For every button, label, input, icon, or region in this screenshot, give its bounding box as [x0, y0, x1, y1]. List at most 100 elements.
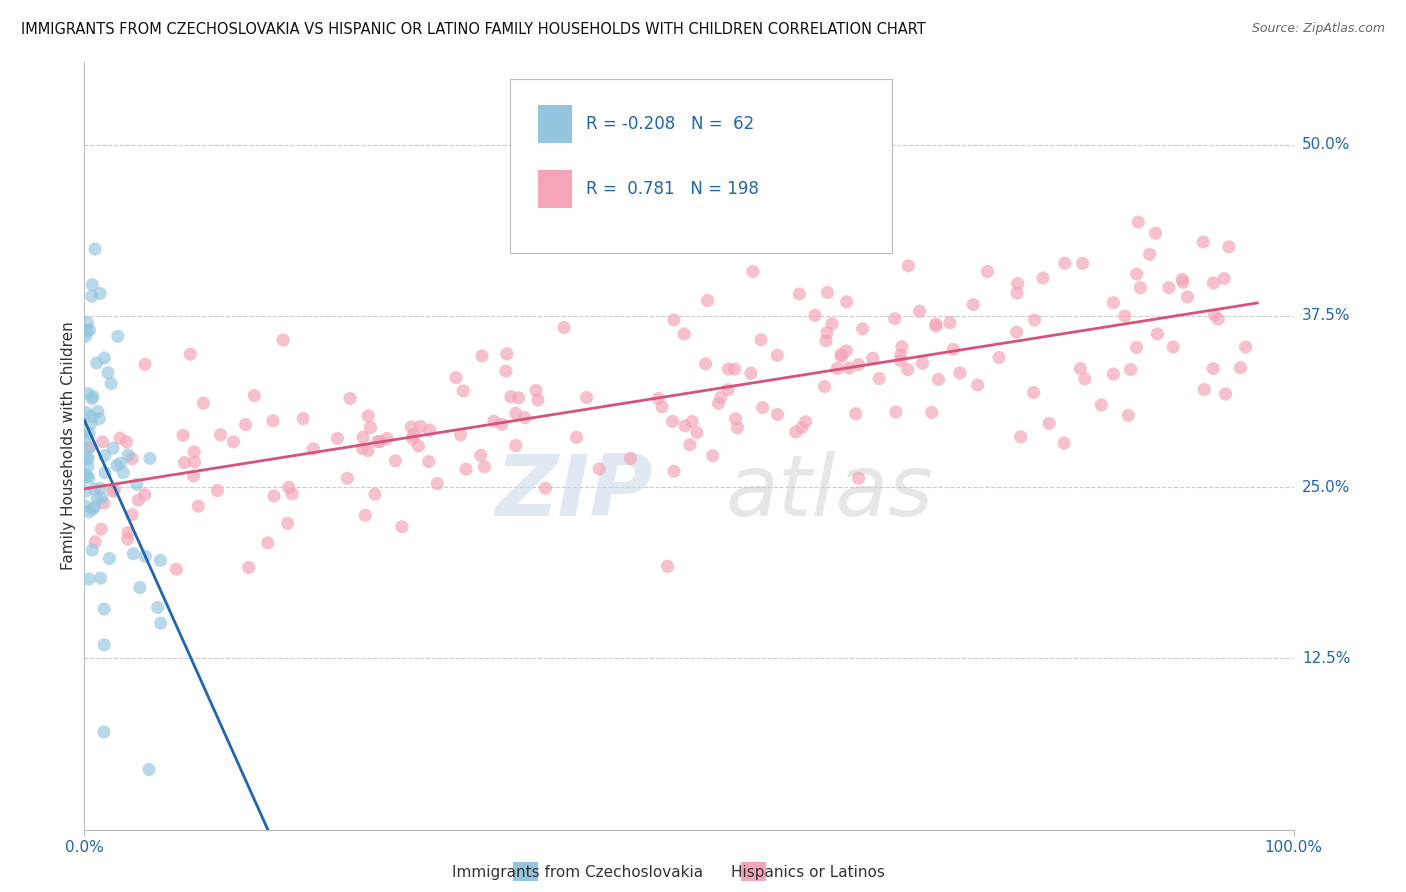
- Point: [527, 392, 550, 407]
- Y-axis label: Family Households with Children: Family Households with Children: [60, 322, 76, 570]
- Point: [619, 451, 641, 466]
- Point: [766, 348, 789, 362]
- Point: [1206, 312, 1229, 326]
- Point: [1069, 361, 1091, 376]
- Point: [77, 441, 100, 455]
- Point: [724, 412, 747, 426]
- Point: [179, 347, 201, 361]
- Point: [97, 366, 120, 380]
- Text: Source: ZipAtlas.com: Source: ZipAtlas.com: [1251, 22, 1385, 36]
- Point: [89, 286, 111, 301]
- Point: [82, 502, 104, 516]
- Point: [695, 357, 717, 371]
- Point: [1146, 326, 1168, 341]
- Point: [505, 406, 527, 420]
- Point: [454, 462, 477, 476]
- Point: [100, 376, 122, 391]
- Text: 37.5%: 37.5%: [1302, 309, 1350, 324]
- Point: [815, 326, 838, 340]
- Point: [292, 411, 315, 425]
- Point: [354, 508, 377, 523]
- Point: [1053, 256, 1076, 270]
- Point: [1171, 272, 1194, 286]
- Point: [89, 482, 111, 496]
- Point: [122, 547, 145, 561]
- Point: [105, 458, 128, 473]
- Point: [911, 356, 934, 370]
- Point: [83, 482, 105, 496]
- Point: [368, 434, 391, 449]
- Point: [838, 361, 860, 376]
- Point: [281, 487, 304, 501]
- Point: [117, 448, 139, 462]
- Point: [451, 384, 474, 398]
- Point: [534, 481, 557, 495]
- Point: [657, 559, 679, 574]
- FancyBboxPatch shape: [538, 104, 572, 143]
- Point: [908, 304, 931, 318]
- Point: [90, 522, 112, 536]
- Point: [921, 405, 943, 419]
- Point: [976, 264, 998, 278]
- Point: [662, 464, 685, 478]
- Point: [75, 329, 97, 343]
- Point: [1116, 409, 1139, 423]
- Point: [193, 396, 215, 410]
- Point: [1010, 430, 1032, 444]
- Point: [86, 404, 108, 418]
- Point: [243, 389, 266, 403]
- Text: 50.0%: 50.0%: [1302, 137, 1350, 153]
- Point: [375, 432, 398, 446]
- Point: [925, 317, 948, 331]
- Text: R = -0.208   N =  62: R = -0.208 N = 62: [586, 115, 755, 133]
- Point: [402, 427, 425, 442]
- Point: [835, 294, 858, 309]
- Point: [117, 532, 139, 546]
- Point: [1215, 387, 1237, 401]
- Point: [717, 362, 740, 376]
- FancyBboxPatch shape: [538, 169, 572, 208]
- Point: [815, 285, 838, 300]
- Point: [1194, 383, 1216, 397]
- Point: [90, 571, 112, 585]
- Point: [336, 471, 359, 485]
- Point: [647, 392, 669, 406]
- Point: [813, 379, 835, 393]
- Point: [1024, 313, 1046, 327]
- Point: [149, 616, 172, 631]
- Point: [79, 440, 101, 454]
- Point: [115, 434, 138, 449]
- Point: [134, 549, 156, 564]
- Text: 12.5%: 12.5%: [1302, 651, 1350, 665]
- Point: [495, 347, 517, 361]
- Point: [1038, 417, 1060, 431]
- Point: [73, 499, 96, 513]
- Point: [391, 520, 413, 534]
- Point: [848, 358, 870, 372]
- Point: [89, 411, 111, 425]
- Point: [209, 427, 232, 442]
- Point: [77, 471, 100, 485]
- Point: [673, 326, 696, 341]
- Point: [418, 454, 440, 468]
- Point: [830, 347, 852, 361]
- Point: [524, 384, 547, 398]
- Point: [79, 323, 101, 337]
- Point: [271, 333, 294, 347]
- Point: [1202, 276, 1225, 290]
- Point: [681, 415, 703, 429]
- Point: [482, 414, 505, 428]
- Point: [91, 434, 114, 449]
- Point: [146, 600, 169, 615]
- Point: [1114, 309, 1136, 323]
- Point: [686, 425, 709, 440]
- Point: [93, 496, 115, 510]
- Point: [128, 581, 150, 595]
- Point: [112, 466, 135, 480]
- Point: [125, 477, 148, 491]
- Point: [207, 483, 229, 498]
- Point: [357, 409, 380, 423]
- Point: [717, 383, 740, 397]
- Point: [75, 430, 97, 444]
- Point: [499, 390, 522, 404]
